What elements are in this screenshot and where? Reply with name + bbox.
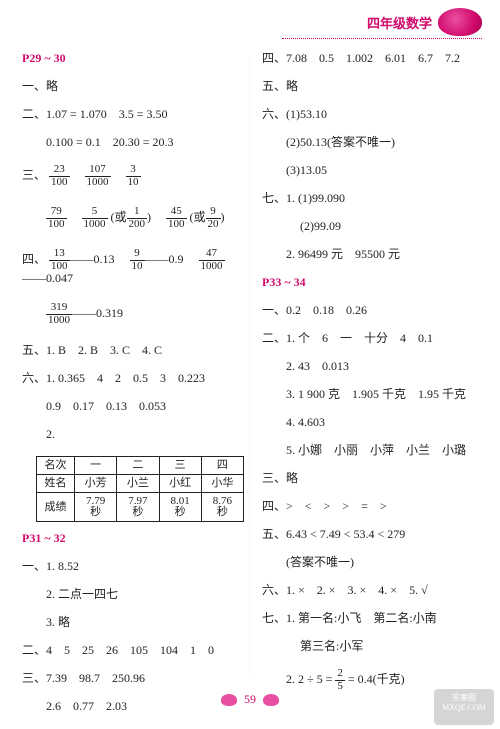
- text-line: 3191000——0.319: [22, 302, 244, 326]
- text-line: 一、略: [22, 80, 244, 94]
- table-cell: 二: [117, 457, 159, 475]
- table-cell: 小华: [201, 475, 243, 493]
- header-rule: [282, 38, 482, 39]
- header-title: 四年级数学: [367, 13, 432, 32]
- text-line: 七、1. 第一名:小飞 第二名:小南: [262, 612, 484, 626]
- text-line: 0.100 = 0.1 20.30 = 20.3: [22, 136, 244, 150]
- header-flower-icon: [438, 8, 482, 36]
- text-line: 2.: [22, 428, 244, 442]
- bird-icon: [263, 694, 279, 706]
- label: 三、: [22, 168, 46, 182]
- text-line: 四、7.08 0.5 1.002 6.01 6.7 7.2: [262, 52, 484, 66]
- page-footer: 59: [0, 692, 500, 707]
- text-line: (3)13.05: [262, 164, 484, 178]
- text-line: (答案不唯一): [262, 556, 484, 570]
- text-line: 二、4 5 25 26 105 104 1 0: [22, 644, 244, 658]
- table-cell: 7.97 秒: [117, 493, 159, 522]
- ranking-table: 名次 一 二 三 四 姓名 小芳 小兰 小红 小华 成绩 7.79 秒 7.97…: [36, 456, 244, 522]
- text-line: 六、1. × 2. × 3. × 4. × 5. √: [262, 584, 484, 598]
- fraction: 79100: [46, 206, 67, 230]
- table-row: 姓名 小芳 小兰 小红 小华: [37, 475, 244, 493]
- text-line: 3. 略: [22, 616, 244, 630]
- fraction: 45100: [166, 206, 187, 230]
- table-cell: 8.76 秒: [201, 493, 243, 522]
- table-cell: 成绩: [37, 493, 75, 522]
- text-line: 六、1. 0.365 4 2 0.5 3 0.223: [22, 372, 244, 386]
- text-line: 0.9 0.17 0.13 0.053: [22, 400, 244, 414]
- text-line: 三、略: [262, 472, 484, 486]
- text-line: 2. 96499 元 95500 元: [262, 248, 484, 262]
- fraction: 3191000: [46, 302, 72, 326]
- fraction: 910: [130, 248, 145, 272]
- text-line: 五、6.43 < 7.49 < 53.4 < 279: [262, 528, 484, 542]
- table-cell: 小红: [159, 475, 201, 493]
- column-divider: [249, 56, 250, 676]
- text-line: 2. 43 0.013: [262, 360, 484, 374]
- table-cell: 名次: [37, 457, 75, 475]
- fraction: 13100: [49, 248, 70, 272]
- text-line: (2)50.13(答案不唯一): [262, 136, 484, 150]
- fraction: 471000: [199, 248, 225, 272]
- text-line: 五、1. B 2. B 3. C 4. C: [22, 344, 244, 358]
- table-row: 名次 一 二 三 四: [37, 457, 244, 475]
- section-p31-32: P31 ~ 32: [22, 532, 244, 546]
- fraction: 23100: [49, 164, 70, 188]
- text-line: 一、0.2 0.18 0.26: [262, 304, 484, 318]
- table-cell: 小芳: [75, 475, 117, 493]
- table-cell: 四: [201, 457, 243, 475]
- table-cell: 7.79 秒: [75, 493, 117, 522]
- text-line: 四、 13100——0.13 910——0.9 471000——0.047: [22, 248, 244, 284]
- table-row: 成绩 7.79 秒 7.97 秒 8.01 秒 8.76 秒: [37, 493, 244, 522]
- fraction: 1071000: [85, 164, 111, 188]
- left-column: P29 ~ 30 一、略 二、1.07 = 1.070 3.5 = 3.50 0…: [22, 52, 244, 728]
- label: 四、: [22, 252, 46, 266]
- text-line: 79100 51000 (或1200) 45100 (或920): [22, 206, 244, 230]
- page-header: 四年级数学: [367, 8, 482, 36]
- table-cell: 三: [159, 457, 201, 475]
- table-cell: 姓名: [37, 475, 75, 493]
- section-p33-34: P33 ~ 34: [262, 276, 484, 290]
- text-line: 四、> < > > = >: [262, 500, 484, 514]
- watermark-line: MXQE.COM: [434, 703, 494, 713]
- text-line: 三、 23100 1071000 310: [22, 164, 244, 188]
- bird-icon: [221, 694, 237, 706]
- watermark: 答案圈 MXQE.COM: [434, 689, 494, 725]
- text-line: 一、1. 8.52: [22, 560, 244, 574]
- table-cell: 8.01 秒: [159, 493, 201, 522]
- watermark-line: 答案圈: [434, 693, 494, 703]
- text-line: 六、(1)53.10: [262, 108, 484, 122]
- text-line: 二、1.07 = 1.070 3.5 = 3.50: [22, 108, 244, 122]
- fraction: 25: [335, 668, 345, 692]
- table-cell: 小兰: [117, 475, 159, 493]
- right-column: 四、7.08 0.5 1.002 6.01 6.7 7.2 五、略 六、(1)5…: [262, 52, 484, 706]
- fraction: 920: [206, 206, 221, 230]
- text-line: 3. 1 900 克 1.905 千克 1.95 千克: [262, 388, 484, 402]
- text-line: 七、1. (1)99.090: [262, 192, 484, 206]
- table-cell: 一: [75, 457, 117, 475]
- fraction: 1200: [127, 206, 148, 230]
- fraction: 310: [126, 164, 141, 188]
- section-p29-30: P29 ~ 30: [22, 52, 244, 66]
- text-line: (2)99.09: [262, 220, 484, 234]
- text-line: 五、略: [262, 80, 484, 94]
- text-line: 第三名:小军: [262, 640, 484, 654]
- text-line: 4. 4.603: [262, 416, 484, 430]
- text-line: 二、1. 个 6 一 十分 4 0.1: [262, 332, 484, 346]
- page-number: 59: [244, 692, 256, 706]
- text-line: 2. 二点一四七: [22, 588, 244, 602]
- text-line: 三、7.39 98.7 250.96: [22, 672, 244, 686]
- text-line: 5. 小娜 小丽 小萍 小兰 小璐: [262, 444, 484, 458]
- fraction: 51000: [82, 206, 108, 230]
